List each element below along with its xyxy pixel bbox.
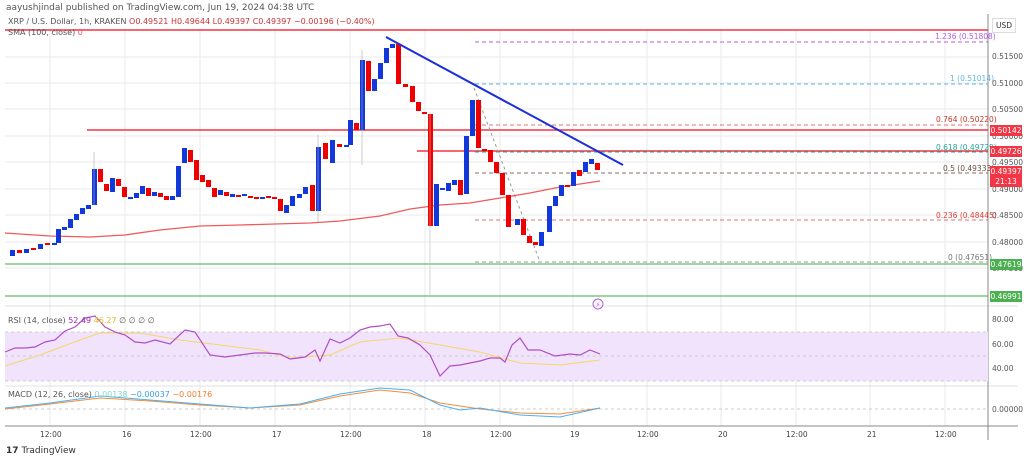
macd-signal-line: [4, 389, 601, 415]
fib-label: 1 (0.51014): [950, 74, 995, 83]
svg-text:0.50500: 0.50500: [992, 105, 1023, 114]
fib-label: 0.764 (0.50220): [936, 115, 997, 124]
time-tick: 12:00: [40, 430, 62, 439]
svg-text:0.51000: 0.51000: [992, 79, 1023, 88]
ohlc-change: −0.00196 (−0.40%): [293, 17, 375, 26]
ohlc-close: C0.49397: [252, 17, 292, 26]
fib-label: 1.236 (0.51808): [935, 32, 996, 41]
symbol-header: XRP / U.S. Dollar, 1h, KRAKEN O0.49521 H…: [8, 17, 375, 26]
svg-text:0.51500: 0.51500: [992, 52, 1023, 61]
svg-text:40.00: 40.00: [992, 364, 1014, 373]
time-tick: 21: [867, 430, 877, 439]
price-tag: 0.50142: [990, 125, 1022, 136]
svg-text:60.00: 60.00: [992, 340, 1014, 349]
tradingview-logo[interactable]: 17 TradingView: [6, 446, 76, 456]
fib-label: 0 (0.47651): [948, 253, 993, 262]
time-tick: 17: [272, 430, 282, 439]
time-tick: 18: [422, 430, 432, 439]
symbol-label: XRP / U.S. Dollar, 1h, KRAKEN: [8, 17, 127, 26]
candles: [10, 44, 600, 296]
time-tick: 16: [122, 430, 132, 439]
time-tick: 12:00: [935, 430, 957, 439]
svg-text:0.48000: 0.48000: [992, 238, 1023, 247]
sma-line: [4, 180, 601, 238]
tv-logo-icon: 17: [6, 446, 19, 456]
time-tick: 12:00: [490, 430, 512, 439]
countdown-tag: 21:13: [990, 176, 1022, 187]
ohlc-low: L0.49397: [212, 17, 251, 26]
macd-line: [4, 387, 601, 418]
price-tag: 0.47619: [990, 259, 1022, 270]
sma-legend[interactable]: SMA (100, close) 0: [8, 28, 83, 37]
svg-text:0.48500: 0.48500: [992, 211, 1023, 220]
publication-note: aayushjindal published on TradingView.co…: [6, 3, 315, 13]
time-tick: 19: [570, 430, 580, 439]
fib-label: 0.5 (0.49333): [943, 164, 995, 173]
time-tick: 12:00: [190, 430, 212, 439]
fib-label: 0.618 (0.49729): [936, 143, 997, 152]
descending-trendline: [385, 36, 624, 166]
rsi-line: [4, 315, 601, 378]
svg-text:⚡: ⚡: [596, 301, 601, 309]
price-tag: 0.46991: [990, 291, 1022, 302]
svg-text:0.49500: 0.49500: [992, 158, 1023, 167]
time-tick: 20: [718, 430, 728, 439]
svg-text:0.50000: 0.50000: [992, 132, 1023, 141]
svg-text:0.00000: 0.00000: [992, 405, 1023, 414]
macd-legend[interactable]: MACD (12, 26, close) 0.00138 −0.00037 −0…: [8, 390, 213, 399]
time-tick: 12:00: [786, 430, 808, 439]
fib-label: 0.236 (0.48445): [936, 211, 997, 220]
rsi-ma-line: [4, 332, 601, 367]
lightning-event-icon: [592, 298, 604, 310]
ohlc-high: H0.49644: [170, 17, 211, 26]
ohlc-open: O0.49521: [129, 17, 169, 26]
svg-text:0.49000: 0.49000: [992, 185, 1023, 194]
currency-button[interactable]: USD: [992, 18, 1016, 33]
price-tag: 0.49726: [990, 146, 1022, 157]
time-tick: 12:00: [637, 430, 659, 439]
time-tick: 12:00: [340, 430, 362, 439]
rsi-legend[interactable]: RSI (14, close) 52.49 46.27 ∅ ∅ ∅ ∅: [8, 316, 155, 325]
svg-text:80.00: 80.00: [992, 315, 1014, 324]
last-price-tag: 0.49397: [990, 166, 1022, 177]
